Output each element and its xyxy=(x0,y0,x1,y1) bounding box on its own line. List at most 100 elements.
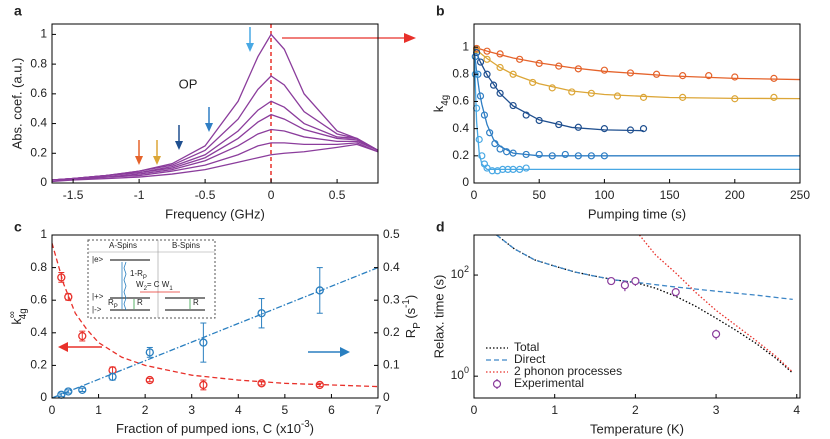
y-tick-label: 1 xyxy=(462,39,469,53)
inset-frame xyxy=(87,239,216,319)
y2-axis-label-part: R xyxy=(403,329,418,338)
y-axis-label-part: ∞ xyxy=(7,311,18,318)
data-point xyxy=(613,92,622,100)
data-point xyxy=(257,309,266,318)
y-tick-label: 1 xyxy=(40,27,47,41)
y-tick-label: 0.2 xyxy=(30,358,47,372)
data-point xyxy=(587,152,595,160)
data-point xyxy=(626,126,635,134)
data-point xyxy=(535,150,543,159)
x-axis-label: Frequency (GHz) xyxy=(165,206,265,221)
series-line xyxy=(52,142,378,181)
x-axis-label: Fraction of pumped ions, C (x10-3) xyxy=(116,419,314,436)
y-tick-label: 100 xyxy=(451,366,469,383)
y-tick-label: 0.6 xyxy=(30,292,47,306)
y-axis-label: Relax. time (s) xyxy=(431,275,446,359)
data-point xyxy=(600,66,609,74)
x-axis-label-part: -3 xyxy=(301,419,310,430)
x-tick-label: 3 xyxy=(713,403,720,417)
y-axis-label-part: k xyxy=(9,318,24,325)
data-point xyxy=(476,58,485,66)
inset-label: W2= C W1 xyxy=(136,280,173,291)
data-point xyxy=(486,129,494,137)
data-point xyxy=(496,50,504,58)
y-tick-label: 0.8 xyxy=(452,66,469,80)
x-axis-label: Temperature (K) xyxy=(590,421,684,436)
data-point xyxy=(315,380,324,390)
data-point xyxy=(607,276,616,286)
data-point xyxy=(574,65,582,73)
data-point xyxy=(509,101,517,110)
panel-a-decoration xyxy=(135,24,416,183)
inset-label-part: W xyxy=(136,280,144,289)
data-point xyxy=(199,338,208,347)
data-point xyxy=(631,276,640,286)
x-tick-label: 0.5 xyxy=(329,188,346,202)
data-point xyxy=(483,55,491,63)
y-tick-label: 0 xyxy=(383,390,390,404)
data-point xyxy=(705,72,713,80)
y-tick-label: 0.4 xyxy=(452,121,469,135)
y-tick-label: 1 xyxy=(40,227,47,241)
legend-label: Direct xyxy=(514,352,546,366)
x-tick-label: -1.5 xyxy=(63,188,84,202)
energy-levels xyxy=(110,259,205,311)
data-point xyxy=(108,372,117,381)
series-line xyxy=(52,128,378,181)
data-point xyxy=(620,281,629,290)
data-point xyxy=(535,59,543,68)
fit-line xyxy=(52,242,378,388)
data-point xyxy=(491,139,499,148)
data-point xyxy=(199,380,208,390)
y-tick-label: 0.8 xyxy=(30,260,47,274)
inset-label: |e> xyxy=(92,255,104,264)
y-axis-label: k4g xyxy=(431,95,451,112)
y2-axis-label-part: -1 xyxy=(401,299,412,308)
series-line xyxy=(474,47,800,171)
inset-label: R xyxy=(137,298,143,307)
y-tick-label: 0 xyxy=(40,390,47,404)
x-tick-label: 0 xyxy=(471,403,478,417)
y-axis-label-part: k xyxy=(431,105,446,112)
frequency-arrows xyxy=(135,27,254,165)
y2-axis-label-part: (s xyxy=(403,307,418,322)
arrow-head xyxy=(58,342,68,352)
data-point xyxy=(476,92,485,100)
x-tick-label: 2 xyxy=(632,403,639,417)
y-tick-label: 0.2 xyxy=(383,325,400,339)
data-point xyxy=(489,81,498,89)
x-tick-label: 2 xyxy=(142,403,149,417)
x-tick-label: 4 xyxy=(793,403,800,417)
data-point xyxy=(315,286,324,295)
inset-label: R xyxy=(193,298,199,307)
y-tick-label: 0.2 xyxy=(30,145,47,159)
data-point xyxy=(770,93,778,101)
data-point xyxy=(64,387,73,396)
panel-label: a xyxy=(14,3,22,19)
data-point xyxy=(522,164,530,172)
data-point xyxy=(639,93,648,101)
series-line xyxy=(52,113,378,181)
x-tick-label: 1 xyxy=(551,403,558,417)
inset-label-part: P xyxy=(114,304,118,310)
data-point xyxy=(679,72,687,80)
data-point xyxy=(509,149,517,157)
plot-frame xyxy=(51,234,379,399)
x-tick-label: 7 xyxy=(375,403,382,417)
x-tick-label: 50 xyxy=(533,188,547,202)
series-line xyxy=(638,235,794,373)
x-axis-label-part: ) xyxy=(310,421,314,436)
series-line xyxy=(474,46,800,81)
data-point xyxy=(257,379,266,388)
data-point xyxy=(496,89,504,97)
y-axis-label-part: 4g xyxy=(440,95,451,106)
data-point xyxy=(639,125,648,133)
data-point xyxy=(145,375,154,385)
x-tick-label: -0.5 xyxy=(195,188,216,202)
annotation: OP xyxy=(179,76,198,91)
data-point xyxy=(475,135,483,144)
plot-frame xyxy=(473,234,801,399)
legend-label: Experimental xyxy=(514,376,584,390)
plot-frame xyxy=(473,23,801,184)
x-tick-label: 3 xyxy=(188,403,195,417)
